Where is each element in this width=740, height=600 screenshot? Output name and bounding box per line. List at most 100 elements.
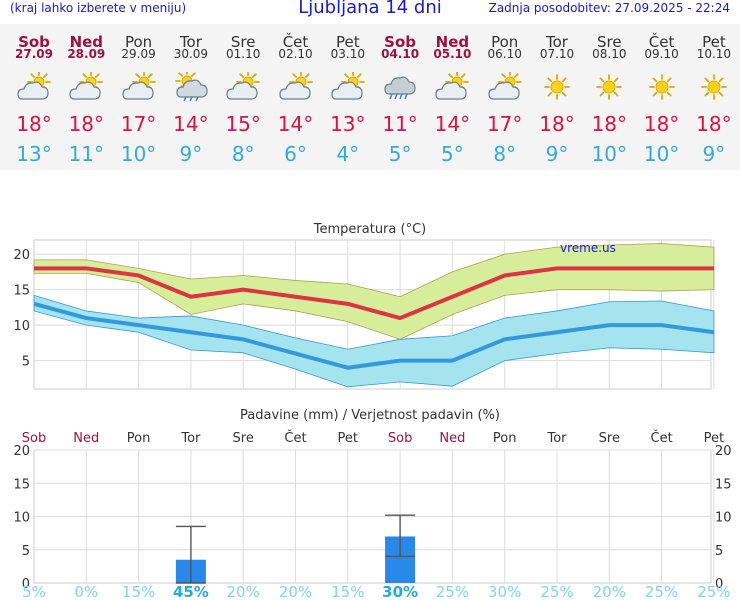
min-temp-line xyxy=(33,301,715,370)
sun-icon xyxy=(697,72,731,102)
precip-day-label: Sob xyxy=(22,431,46,446)
precip-day-label: Sob xyxy=(388,431,412,446)
max-temp: 17° xyxy=(120,112,157,136)
day-date: 07.10 xyxy=(539,47,575,61)
cloud-sun-icon xyxy=(17,70,51,102)
temp-tick-label: 20 xyxy=(13,248,30,263)
day-date: 06.10 xyxy=(487,47,522,61)
day-date: 27.09 xyxy=(15,47,53,61)
precip-probability: 30% xyxy=(382,583,418,600)
cloud-rain-icon xyxy=(383,72,417,102)
precip-tick-label-right: 20 xyxy=(715,444,732,459)
day-date: 03.10 xyxy=(330,47,365,61)
day-date: 10.10 xyxy=(696,47,732,61)
precip-probability: 25% xyxy=(540,583,573,600)
day-name: Sre xyxy=(597,33,622,51)
sun-icon xyxy=(540,72,574,102)
min-temp: 4° xyxy=(336,142,360,166)
precip-tick-label: 20 xyxy=(13,444,30,459)
page-title: Ljubljana 14 dni xyxy=(298,0,442,18)
day-name: Ned xyxy=(435,33,470,51)
day-name: Čet xyxy=(648,33,675,51)
day-name: Sob xyxy=(18,33,50,51)
precip-day-label: Čet xyxy=(284,430,306,446)
cloud-sun-icon xyxy=(435,70,470,102)
precip-day-label: Čet xyxy=(651,430,673,446)
precip-tick-label: 0 xyxy=(22,577,30,592)
max-temp: 11° xyxy=(382,112,418,136)
precip-day-label: Pet xyxy=(704,431,724,446)
cloud-sun-icon xyxy=(226,70,261,102)
max-temp: 13° xyxy=(330,112,366,136)
precip-probability: 25% xyxy=(697,583,730,600)
temp-tick-label: 15 xyxy=(13,284,30,299)
precip-probability: 45% xyxy=(173,583,209,600)
watermark: vreme.us xyxy=(560,241,616,255)
day-date: 08.10 xyxy=(592,47,627,61)
precip-probability: 25% xyxy=(436,583,469,600)
min-temp: 9° xyxy=(179,142,203,166)
precip-day-label: Pon xyxy=(127,431,151,446)
precip-day-label: Sre xyxy=(233,431,254,446)
min-temp: 5° xyxy=(441,142,464,166)
precip-tick-label-right: 0 xyxy=(715,577,723,592)
precip-probability: 20% xyxy=(227,583,260,600)
precip-tick-label-right: 5 xyxy=(715,544,723,559)
max-temp: 14° xyxy=(277,112,314,136)
min-temp: 11° xyxy=(68,142,105,166)
day-name: Pon xyxy=(124,33,153,51)
day-date: 30.09 xyxy=(173,47,209,61)
day-name: Sre xyxy=(230,33,256,51)
temp-chart-title: Temperatura (°C) xyxy=(313,222,426,237)
day-name: Pet xyxy=(702,33,726,51)
max-temp: 18° xyxy=(16,112,52,136)
precip-tick-label: 5 xyxy=(22,544,30,559)
precip-probability: 25% xyxy=(645,583,678,600)
cloud-sun-icon xyxy=(278,70,313,102)
max-temp: 15° xyxy=(225,112,261,136)
precip-tick-label: 10 xyxy=(13,511,30,526)
day-name: Tor xyxy=(179,33,202,51)
max-temp-band xyxy=(33,243,715,340)
temp-tick-label: 5 xyxy=(22,355,30,370)
min-temp: 6° xyxy=(284,142,307,166)
day-date: 05.10 xyxy=(433,47,472,61)
min-temp: 9° xyxy=(702,142,726,166)
max-temp: 18° xyxy=(696,112,732,136)
day-name: Pet xyxy=(335,33,360,51)
sun-icon xyxy=(645,72,679,102)
day-date: 09.10 xyxy=(644,47,679,61)
sun-icon xyxy=(592,72,626,102)
last-update: Zadnja posodobitev: 27.09.2025 - 22:24 xyxy=(488,1,730,15)
precip-day-label: Pet xyxy=(338,431,358,446)
precip-probability: 5% xyxy=(22,583,46,600)
precip-tick-label-right: 15 xyxy=(715,477,732,492)
cloud-sun-icon xyxy=(331,70,365,102)
day-name: Pon xyxy=(491,33,519,51)
max-temp-line xyxy=(34,266,714,321)
header-left-note[interactable]: (kraj lahko izberete v meniju) xyxy=(10,1,187,15)
max-temp: 18° xyxy=(643,112,680,136)
precip-probability: 15% xyxy=(122,583,155,600)
precip-day-label: Tor xyxy=(180,431,201,446)
temp-tick-label: 10 xyxy=(13,319,30,334)
precip-day-label: Pon xyxy=(493,431,517,446)
min-temp: 5° xyxy=(388,142,412,166)
min-temp: 10° xyxy=(120,142,157,166)
cloud-sun-icon xyxy=(69,70,104,102)
day-date: 02.10 xyxy=(278,47,313,61)
min-temp: 8° xyxy=(231,142,255,166)
precip-probability: 15% xyxy=(331,583,364,600)
day-date: 28.09 xyxy=(67,47,106,61)
day-name: Sob xyxy=(384,33,417,51)
cloud-sun-icon xyxy=(488,70,522,102)
precip-probability: 0% xyxy=(74,583,98,600)
precip-tick-label: 15 xyxy=(13,477,30,492)
precip-probability: 20% xyxy=(593,583,626,600)
day-date: 04.10 xyxy=(381,47,420,61)
precip-probability: 30% xyxy=(488,583,521,600)
min-temp: 13° xyxy=(16,142,52,166)
min-temp: 10° xyxy=(643,142,680,166)
precip-day-label: Tor xyxy=(546,431,567,446)
